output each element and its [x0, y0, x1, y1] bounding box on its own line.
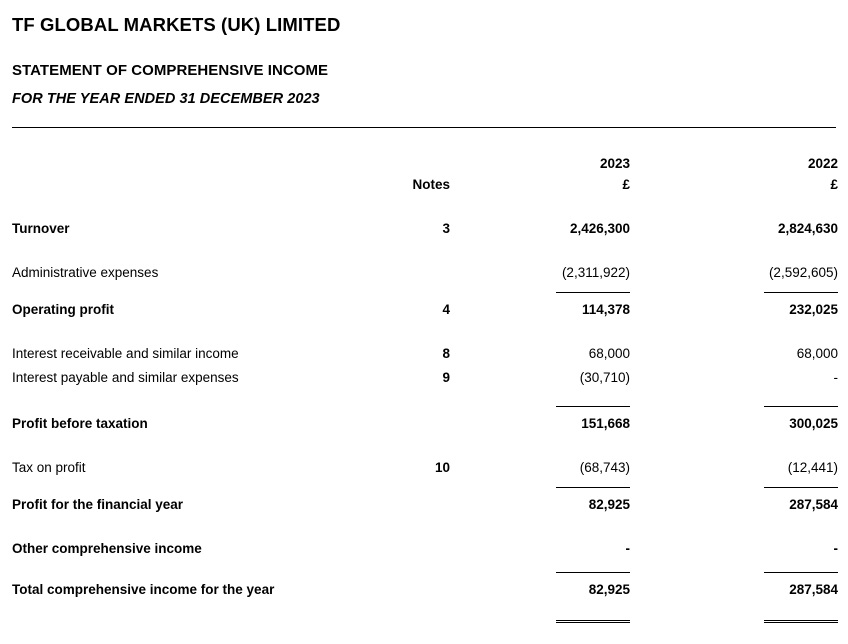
- company-name: TF GLOBAL MARKETS (UK) LIMITED: [12, 14, 341, 35]
- period-title: FOR THE YEAR ENDED 31 DECEMBER 2023: [12, 91, 320, 108]
- row-note: 9: [442, 370, 450, 386]
- row-label: Administrative expenses: [12, 265, 159, 281]
- row-label: Turnover: [12, 221, 70, 237]
- table-row: Turnover 3 2,426,300 2,824,630: [12, 212, 838, 236]
- row-value-current: (30,710): [579, 370, 630, 386]
- grand-total-double-rule-row: [12, 609, 838, 624]
- total-rule-current: [556, 572, 630, 574]
- spacer-row: [12, 192, 838, 212]
- table-row: Interest payable and similar expenses 9 …: [12, 361, 838, 385]
- header-notes-label: Notes: [412, 177, 450, 193]
- table-row: Administrative expenses (2,311,922) (2,5…: [12, 256, 838, 280]
- row-label: Profit before taxation: [12, 416, 148, 432]
- row-note: [392, 407, 450, 431]
- row-label: Operating profit: [12, 302, 114, 318]
- subtotal-rule-row: [12, 475, 838, 489]
- row-label: Total comprehensive income for the year: [12, 582, 275, 598]
- row-value-current: 151,668: [581, 416, 630, 432]
- spacer-row: [12, 385, 838, 394]
- subtotal-rule-current: [556, 292, 630, 294]
- row-note: [392, 256, 450, 280]
- row-value-prior: -: [833, 541, 839, 557]
- row-note: 3: [442, 221, 450, 237]
- subtotal-rule-prior: [764, 292, 838, 294]
- row-value-prior: 287,584: [789, 582, 838, 598]
- table-row: Other comprehensive income - -: [12, 532, 838, 556]
- row-value-current: 114,378: [581, 302, 630, 318]
- row-value-prior: 2,824,630: [777, 221, 838, 237]
- table-row: Interest receivable and similar income 8…: [12, 337, 838, 361]
- header-year-current: 2023: [599, 156, 630, 172]
- comprehensive-income-table: 2023 2022 Notes £ £ Turnover 3 2,426,300…: [12, 128, 838, 624]
- spacer-row: [12, 512, 838, 532]
- row-note: 4: [442, 302, 450, 318]
- row-value-current: 82,925: [588, 582, 630, 598]
- row-value-prior: 68,000: [796, 346, 838, 362]
- row-value-prior: -: [833, 370, 839, 386]
- table-row: Operating profit 4 114,378 232,025: [12, 293, 838, 317]
- row-value-current: 2,426,300: [569, 221, 630, 237]
- row-note: 8: [442, 346, 450, 362]
- table-row: Profit before taxation 151,668 300,025: [12, 407, 838, 431]
- spacer-row: [12, 431, 838, 451]
- row-label: Interest receivable and similar income: [12, 346, 239, 362]
- row-value-prior: 287,584: [789, 497, 838, 513]
- row-note: [392, 573, 450, 597]
- table-row: Profit for the financial year 82,925 287…: [12, 488, 838, 512]
- subtotal-rule-prior: [764, 406, 838, 408]
- header-divider-rule: [12, 127, 836, 129]
- heading-block: TF GLOBAL MARKETS (UK) LIMITED STATEMENT…: [12, 0, 838, 107]
- row-value-current: 82,925: [588, 497, 630, 513]
- double-rule-prior: [764, 620, 838, 624]
- spacer-row: [12, 597, 838, 609]
- row-value-current: -: [625, 541, 631, 557]
- row-label: Interest payable and similar expenses: [12, 370, 239, 386]
- statement-title: STATEMENT OF COMPREHENSIVE INCOME: [12, 62, 329, 80]
- subtotal-rule-current: [556, 487, 630, 489]
- spacer-row: [12, 236, 838, 256]
- row-note: 10: [434, 460, 450, 476]
- total-rule-prior: [764, 572, 838, 574]
- row-value-prior: 232,025: [789, 302, 838, 318]
- subtotal-rule-prior: [764, 487, 838, 489]
- column-header-years-row: 2023 2022: [12, 150, 838, 171]
- header-year-prior: 2022: [807, 156, 838, 172]
- spacer-row: [12, 317, 838, 337]
- column-header-currency-row: Notes £ £: [12, 171, 838, 192]
- subtotal-rule-current: [556, 406, 630, 408]
- row-label: Profit for the financial year: [12, 497, 184, 513]
- row-value-prior: 300,025: [789, 416, 838, 432]
- row-value-current: (2,311,922): [561, 265, 630, 281]
- row-value-current: (68,743): [579, 460, 630, 476]
- header-currency-prior: £: [830, 177, 838, 193]
- header-currency-current: £: [622, 177, 630, 193]
- total-rule-row: [12, 560, 838, 574]
- table-row: Tax on profit 10 (68,743) (12,441): [12, 451, 838, 475]
- table-row: Total comprehensive income for the year …: [12, 573, 838, 597]
- row-note: [392, 488, 450, 512]
- double-rule-current: [556, 620, 630, 624]
- row-value-current: 68,000: [588, 346, 630, 362]
- subtotal-rule-row: [12, 280, 838, 294]
- header-spacer-row: [12, 128, 838, 150]
- row-value-prior: (2,592,605): [768, 265, 838, 281]
- subtotal-rule-row: [12, 394, 838, 408]
- row-note: [392, 532, 450, 556]
- row-label: Other comprehensive income: [12, 541, 202, 557]
- row-label: Tax on profit: [12, 460, 86, 476]
- row-value-prior: (12,441): [787, 460, 838, 476]
